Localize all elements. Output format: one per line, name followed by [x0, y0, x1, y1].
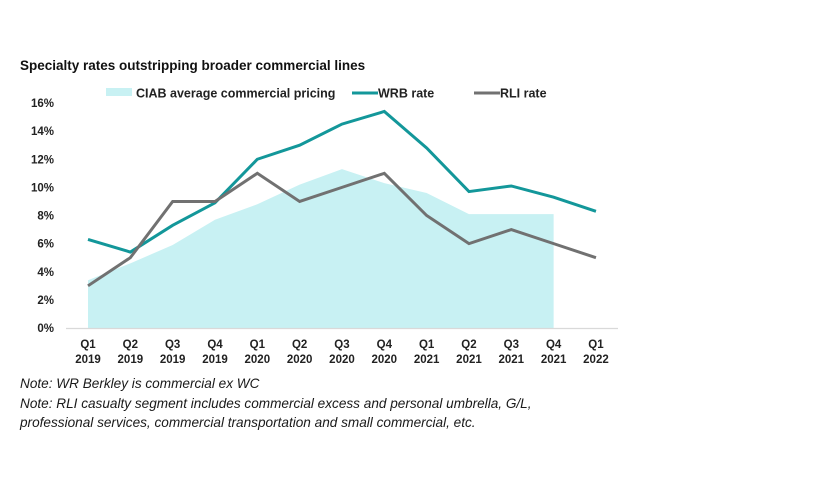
x-tick-label: Q3 2021	[499, 339, 525, 366]
x-tick-label: Q1 2020	[245, 339, 271, 366]
y-tick-label: 4%	[37, 267, 54, 279]
y-tick-label: 16%	[31, 98, 54, 110]
y-tick-label: 14%	[31, 126, 54, 138]
x-tick-label: Q2 2019	[118, 339, 144, 366]
x-tick-label: Q1 2021	[414, 339, 440, 366]
note-1: Note: WR Berkley is commercial ex WC	[20, 376, 260, 391]
legend-swatch	[106, 88, 132, 96]
legend: CIAB average commercial pricing WRB rate R…	[106, 87, 547, 101]
chart-title: Specialty rates outstripping broader com…	[20, 58, 366, 73]
legend-item-rli-rate: RLI rate	[474, 87, 547, 101]
x-tick-label: Q3 2019	[160, 339, 186, 366]
x-tick-label: Q4 2020	[372, 339, 398, 366]
area-layer	[88, 169, 554, 328]
x-tick-label: Q4 2021	[541, 339, 567, 366]
legend-label: WRB rate	[378, 87, 434, 101]
x-tick-label: Q1 2019	[75, 339, 101, 366]
note-2: Note: RLI casualty segment includes comm…	[20, 395, 532, 411]
x-tick-label: Q2 2021	[456, 339, 482, 366]
note-3: professional services, commercial transp…	[20, 415, 476, 430]
x-tick-label: Q2 2020	[287, 339, 313, 366]
y-tick-label: 2%	[37, 295, 54, 307]
legend-label: RLI rate	[500, 87, 547, 101]
x-tick-label: Q4 2019	[202, 339, 228, 366]
y-tick-label: 0%	[37, 323, 54, 335]
y-tick-label: 12%	[31, 154, 54, 166]
series-area-ciab-average-commercial-pricing	[88, 169, 554, 328]
y-tick-label: 8%	[37, 211, 54, 223]
legend-label: CIAB average commercial pricing	[136, 87, 335, 101]
legend-item-wrb-rate: WRB rate	[352, 87, 434, 101]
notes: Note: WR Berkley is commercial ex WC Not…	[20, 374, 532, 433]
axis-layer: 0% 2% 4% 6% 8% 10% 12% 14% 16% Q1 2019 Q2 2019 Q3 2019…	[31, 98, 618, 366]
x-tick-label: Q3 2020	[329, 339, 355, 366]
line-layer	[87, 109, 597, 288]
y-tick-label: 6%	[37, 239, 54, 251]
x-tick-label: Q1 2022	[583, 339, 609, 366]
y-tick-label: 10%	[31, 182, 54, 194]
legend-item-ciab-average-commercial-pricing: CIAB average commercial pricing	[106, 87, 335, 101]
